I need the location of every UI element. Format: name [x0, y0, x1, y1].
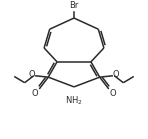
Text: O: O: [32, 89, 38, 98]
Text: O: O: [110, 89, 116, 98]
Text: NH$_2$: NH$_2$: [65, 95, 83, 107]
Text: Br: Br: [69, 2, 79, 10]
Text: O: O: [29, 70, 35, 79]
Text: O: O: [113, 70, 119, 79]
